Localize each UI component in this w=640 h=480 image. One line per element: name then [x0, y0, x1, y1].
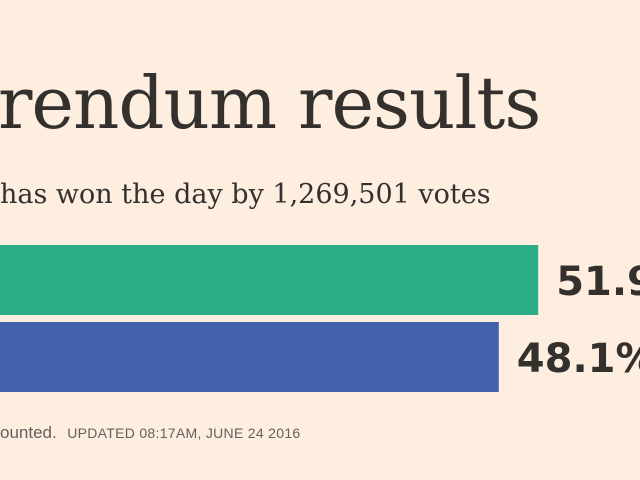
chart-subtitle: has won the day by 1,269,501 votes — [0, 179, 491, 210]
footnote: ounted. UPDATED 08:17AM, JUNE 24 2016 — [0, 423, 301, 443]
updated-timestamp: UPDATED 08:17AM, JUNE 24 2016 — [67, 425, 301, 441]
bar-leave — [0, 245, 539, 315]
bar-value-label-leave: 51.9 — [556, 259, 640, 305]
counted-note: ounted. — [0, 423, 57, 442]
bar-remain — [0, 322, 499, 392]
bar-value-label-remain: 48.1% — [517, 336, 640, 382]
chart-title: rendum results — [0, 61, 541, 145]
